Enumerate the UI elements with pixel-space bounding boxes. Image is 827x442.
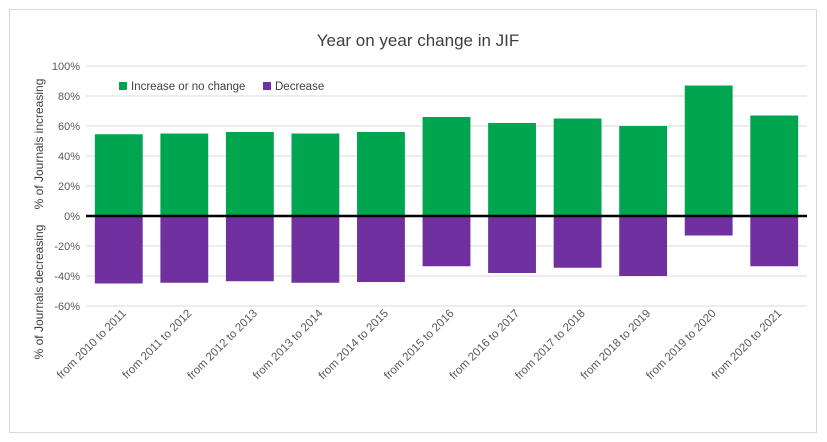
bar-decrease [619, 216, 668, 276]
y-axis-label-top: % of Journals increasing [32, 79, 46, 210]
y-axis-tick-labels: 100% 80% 60% 40% 20% 0% -20% -40% -60% [52, 61, 80, 313]
legend: Increase or no change Decrease [119, 81, 324, 93]
y-tick-label: -20% [54, 241, 80, 253]
x-tick-label: from 2013 to 2014 [251, 307, 326, 382]
x-tick-label: from 2020 to 2021 [710, 308, 784, 382]
bar-increase [225, 132, 274, 216]
chart-frame: Year on year change in JIF 100% 80% 60% 40%… [9, 9, 817, 433]
x-tick-label: from 2014 to 2015 [317, 308, 391, 382]
y-tick-label: 0% [64, 211, 80, 223]
bar-decrease [94, 216, 143, 284]
chart-title: Year on year change in JIF [317, 31, 520, 50]
bar-increase [619, 126, 668, 216]
bar-decrease [750, 216, 799, 267]
x-tick-label: from 2018 to 2019 [579, 308, 653, 382]
x-tick-label: from 2019 to 2020 [644, 308, 718, 382]
bar-decrease [291, 216, 340, 283]
bar-decrease [553, 216, 602, 268]
y-tick-label: -60% [54, 301, 80, 313]
bar-decrease [225, 216, 274, 282]
bar-increase [160, 133, 209, 216]
bar-increase [488, 123, 536, 216]
bars [94, 85, 799, 284]
x-tick-label: from 2011 to 2012 [121, 308, 195, 382]
bar-increase [684, 85, 733, 216]
bar-increase [357, 132, 405, 216]
bar-increase [750, 115, 799, 216]
legend-label-decrease: Decrease [275, 81, 324, 93]
y-tick-label: 80% [58, 91, 80, 103]
y-axis-label-bottom: % of Journals decreasing [32, 225, 46, 360]
legend-swatch-increase [119, 82, 127, 90]
bar-decrease [684, 216, 733, 236]
bar-increase [422, 117, 471, 216]
bar-decrease [160, 216, 209, 283]
x-tick-label: from 2010 to 2011 [55, 308, 129, 382]
chart: Year on year change in JIF 100% 80% 60% 40%… [32, 31, 807, 382]
x-tick-label: from 2012 to 2013 [185, 308, 259, 382]
bar-decrease [422, 216, 471, 267]
bar-increase [553, 118, 602, 216]
y-tick-label: 100% [52, 61, 80, 73]
x-tick-label: from 2017 to 2018 [513, 308, 587, 382]
y-tick-label: 20% [58, 181, 80, 193]
y-tick-label: 40% [58, 151, 80, 163]
x-tick-label: from 2016 to 2017 [448, 308, 522, 382]
legend-swatch-decrease [263, 82, 271, 90]
x-tick-label: from 2015 to 2016 [382, 308, 456, 382]
bar-decrease [357, 216, 405, 282]
y-tick-label: -40% [54, 271, 80, 283]
bar-increase [291, 133, 340, 216]
bar-increase [94, 134, 143, 216]
y-tick-label: 60% [58, 121, 80, 133]
bar-decrease [488, 216, 536, 273]
legend-label-increase: Increase or no change [131, 81, 245, 93]
